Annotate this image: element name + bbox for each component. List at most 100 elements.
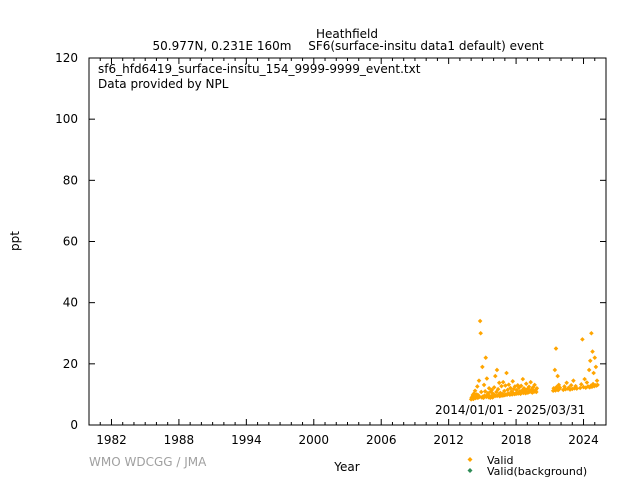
data-point-series-0	[595, 382, 600, 388]
data-point-series-0	[495, 386, 501, 392]
plot-frame	[88, 57, 607, 426]
data-point-series-0	[483, 355, 489, 361]
data-point-series-0	[497, 393, 503, 399]
data-point-series-0	[475, 395, 481, 401]
data-point-series-0	[593, 364, 599, 370]
data-point-series-0	[557, 385, 563, 390]
data-point-series-0	[477, 318, 483, 324]
dataset-label: SF6(surface-insitu data1 default) event	[308, 39, 544, 53]
data-point-series-0	[594, 378, 600, 383]
legend: Valid Valid(background)	[467, 454, 587, 478]
x-tick-label: 1994	[231, 433, 262, 447]
legend-label-valid: Valid	[487, 454, 514, 467]
data-point-series-0	[490, 391, 496, 397]
data-point-series-0	[580, 337, 585, 342]
data-point-series-0	[518, 383, 524, 389]
filename-annotation: sf6_hfd6419_surface-insitu_154_9999-9999…	[98, 62, 421, 76]
data-point-series-0	[556, 382, 562, 388]
x-axis-ticks: 1982 1988 1994 2000 2006 2012 2018 2024	[88, 58, 607, 447]
data-point-series-0	[472, 388, 478, 394]
data-point-series-0	[501, 388, 507, 394]
x-tick-label: 2012	[433, 433, 464, 447]
data-point-series-0	[504, 392, 510, 398]
data-point-series-0	[516, 385, 522, 390]
data-point-series-0	[504, 370, 509, 376]
data-point-series-0	[484, 394, 489, 400]
data-point-series-0	[496, 380, 502, 386]
x-axis-label: Year	[333, 460, 359, 474]
data-point-series-0	[589, 330, 594, 336]
data-point-series-0	[499, 383, 504, 389]
data-point-series-0	[523, 381, 529, 387]
data-point-series-0	[526, 384, 532, 390]
data-point-series-0	[480, 364, 485, 370]
legend-marker-valid-background	[467, 468, 473, 473]
data-point-series-0	[505, 387, 510, 393]
data-point-series-0	[484, 376, 490, 381]
data-point-series-0	[496, 392, 501, 398]
data-point-series-0	[574, 386, 580, 391]
x-tick-label: 2006	[366, 433, 397, 447]
data-point-series-0	[567, 387, 573, 392]
data-point-series-0	[522, 387, 528, 392]
x-tick-label: 2000	[299, 433, 330, 447]
data-point-series-0	[508, 385, 513, 391]
location-label: 50.977N, 0.231E 160m	[153, 39, 292, 53]
data-point-series-0	[587, 385, 593, 390]
data-point-series-0	[491, 385, 497, 390]
data-point-series-0	[474, 392, 480, 397]
x-tick-label: 2018	[501, 433, 532, 447]
data-point-series-0	[571, 378, 576, 383]
data-point-series-0	[527, 388, 533, 394]
x-tick-label: 1982	[96, 433, 127, 447]
data-point-series-0	[515, 382, 521, 388]
data-point-series-0	[590, 349, 595, 354]
y-tick-label: 80	[63, 173, 78, 187]
data-point-series-0	[503, 383, 508, 388]
data-point-series-0	[494, 367, 500, 373]
y-tick-label: 100	[55, 112, 78, 126]
data-point-series-0	[555, 373, 560, 379]
data-point-series-0	[510, 378, 516, 384]
data-point-series-0	[584, 380, 590, 385]
data-point-series-0	[486, 386, 492, 391]
data-point-series-0	[476, 378, 482, 383]
data-point-series-0	[481, 382, 487, 388]
data-point-series-0	[532, 382, 537, 388]
y-axis-ticks: 0 20 40 60 80 100 120	[55, 51, 606, 432]
data-point-series-0	[478, 389, 484, 395]
provider-annotation: Data provided by NPL	[98, 77, 229, 91]
data-point-series-0	[478, 330, 483, 336]
data-point-series-0	[564, 380, 569, 386]
data-point-series-0	[582, 376, 587, 382]
y-tick-label: 0	[70, 418, 78, 432]
data-point-series-0	[569, 386, 575, 392]
legend-label-valid-background: Valid(background)	[487, 465, 587, 478]
data-point-series-0	[591, 370, 596, 376]
data-point-series-0	[577, 385, 583, 391]
x-tick-label: 1988	[164, 433, 195, 447]
y-axis-label: ppt	[8, 231, 22, 251]
data-point-series-0	[492, 373, 498, 379]
data-point-series-0	[471, 396, 476, 402]
period-annotation: 2014/01/01 - 2025/03/31	[435, 403, 585, 417]
data-point-series-0	[586, 367, 592, 373]
credit-label: WMO WDCGG / JMA	[89, 455, 207, 469]
data-point-series-0	[514, 387, 519, 393]
data-point-series-0	[552, 367, 558, 373]
data-point-series-0	[489, 387, 495, 393]
x-tick-label: 2024	[568, 433, 599, 447]
y-tick-label: 40	[63, 296, 78, 310]
data-point-series-0	[534, 386, 540, 391]
data-point-series-0	[534, 389, 539, 395]
data-point-series-0	[528, 379, 533, 385]
data-point-series-0	[553, 346, 559, 351]
data-point-series-0	[473, 395, 478, 401]
data-point-series-0	[592, 355, 598, 361]
data-point-series-0	[578, 382, 584, 387]
legend-marker-valid	[467, 457, 473, 462]
data-point-series-0	[520, 376, 526, 382]
data-point-series-0	[521, 386, 527, 391]
data-point-series-0	[525, 386, 531, 391]
